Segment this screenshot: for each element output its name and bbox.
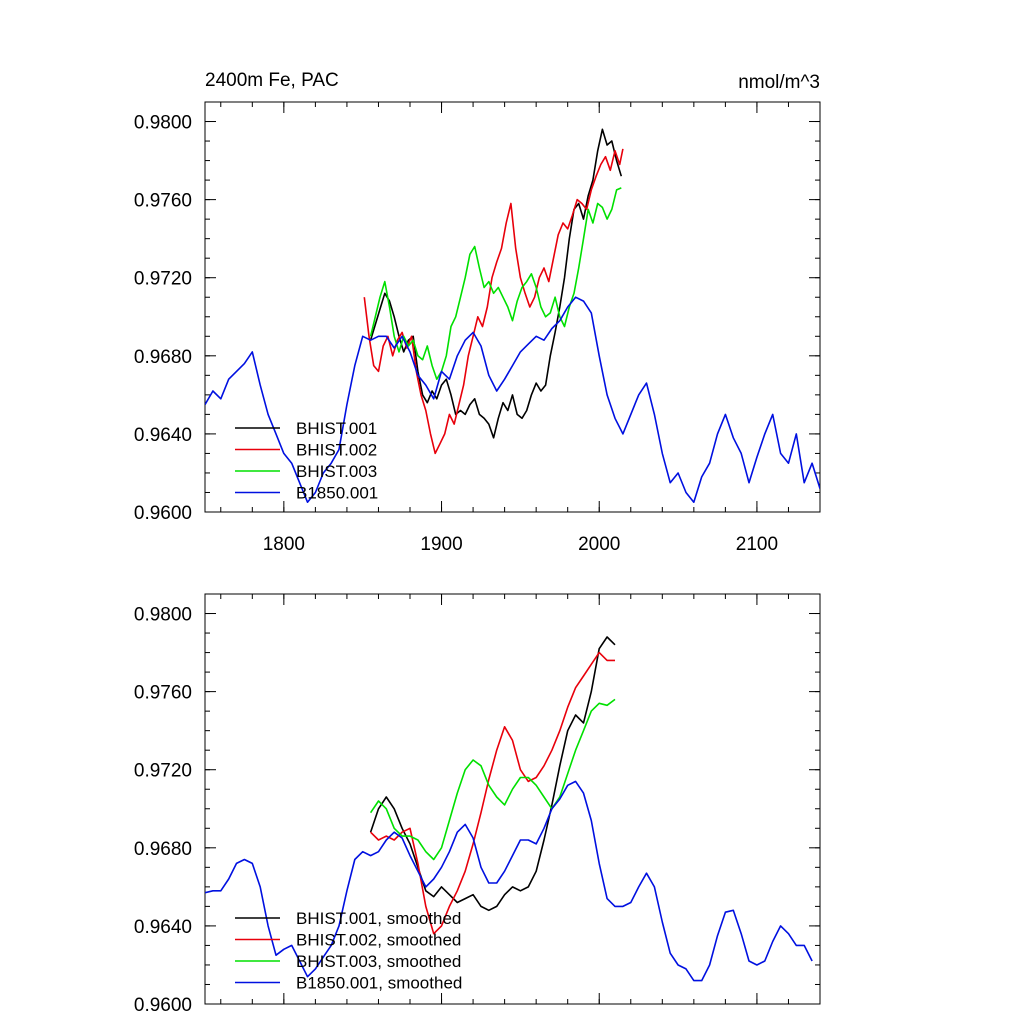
legend-label-4: B1850.001, smoothed — [296, 974, 462, 993]
legend-label-2: BHIST.002, smoothed — [296, 931, 461, 950]
y-tick-label: 0.9720 — [134, 761, 192, 782]
y-tick-label: 0.9640 — [134, 917, 192, 938]
series-lines — [205, 636, 813, 982]
y-tick-label: 0.9680 — [134, 839, 192, 860]
chart-units: nmol/m^3 — [738, 72, 820, 93]
y-tick-label: 0.9720 — [134, 269, 192, 290]
legend-label-3: BHIST.003, smoothed — [296, 952, 461, 971]
legend-label-3: BHIST.003 — [296, 462, 377, 481]
legend-label-1: BHIST.001 — [296, 419, 377, 438]
series-line-3 — [369, 698, 616, 861]
chart-title: 2400m Fe, PAC — [205, 70, 339, 91]
plot-frame — [204, 101, 821, 513]
series-line-4 — [205, 296, 820, 504]
y-tick-label: 0.9760 — [134, 683, 192, 704]
chart-panel-1: 0.9600 0.9640 0.9680 0.9720 0.9760 0.9800 1800… — [134, 70, 821, 555]
series-line-3 — [369, 187, 622, 381]
series-lines — [205, 128, 820, 504]
legend-label-2: BHIST.002 — [296, 441, 377, 460]
x-tick-label: 2000 — [578, 534, 620, 555]
y-tick-label: 0.9600 — [134, 503, 192, 524]
y-tick-label: 0.9800 — [134, 113, 192, 134]
y-tick-label: 0.9680 — [134, 347, 192, 368]
x-tick-label: 1800 — [263, 534, 305, 555]
legend-label-1: BHIST.001, smoothed — [296, 909, 461, 928]
y-tick-label: 0.9760 — [134, 191, 192, 212]
y-tick-label: 0.9800 — [134, 605, 192, 626]
series-line-1 — [369, 636, 616, 912]
series-line-4 — [205, 780, 813, 982]
y-tick-label: 0.9640 — [134, 425, 192, 446]
x-tick-label: 2100 — [736, 534, 778, 555]
series-line-2 — [370, 651, 615, 935]
plot-frame — [204, 593, 821, 1005]
y-tick-label: 0.9600 — [134, 995, 192, 1016]
series-line-1 — [369, 128, 623, 439]
chart-panel-2: 0.9600 0.9640 0.9680 0.9720 0.9760 0.9800 BHIS… — [134, 593, 821, 1016]
x-tick-label: 1900 — [420, 534, 462, 555]
legend-label-4: B1850.001 — [296, 484, 378, 503]
